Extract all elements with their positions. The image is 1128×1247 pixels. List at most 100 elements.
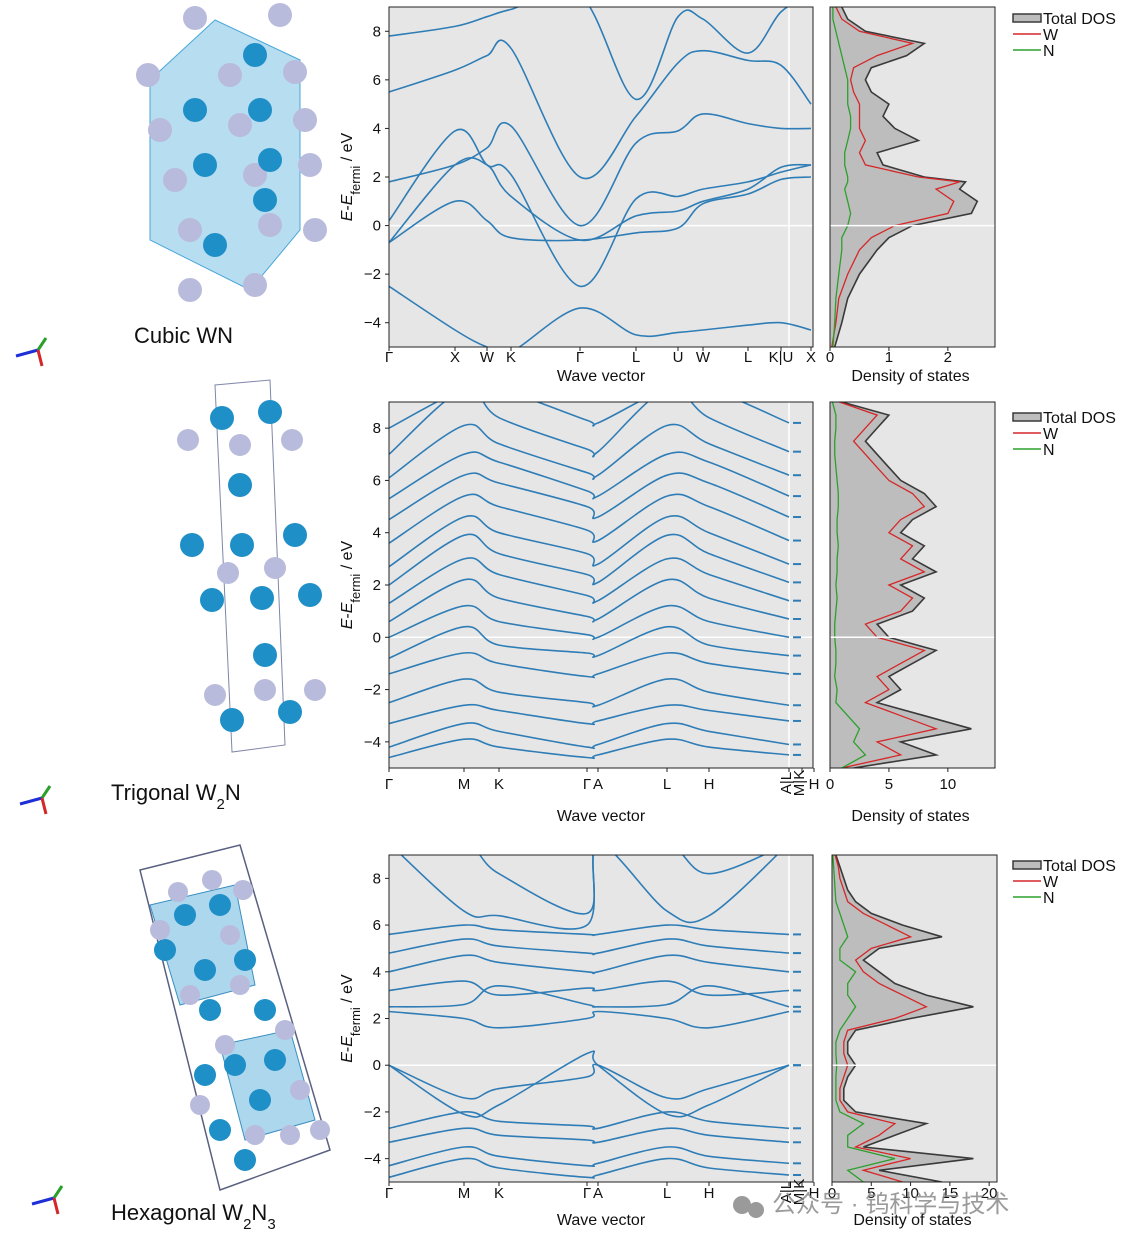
k-point-label: K: [494, 1185, 504, 1202]
k-point-label: A|L: [778, 772, 795, 794]
band-line: [389, 533, 790, 586]
dos-curves: [830, 402, 972, 768]
n-atom: [264, 557, 286, 579]
y-axis-label: E-Efermi / eV: [339, 540, 363, 629]
n-atom: [178, 218, 202, 242]
w-dos-line: [839, 402, 939, 768]
dos-plot: 0 5 10 15 20 Density of states: [828, 854, 998, 1229]
y-tick-label: −2: [364, 266, 381, 283]
total-dos-fill: [830, 7, 978, 347]
n-dos-line: [832, 7, 852, 347]
wechat-icon: [733, 1196, 751, 1214]
band-line: [389, 738, 790, 759]
y-tick-label: −2: [364, 682, 381, 699]
band-line: [389, 515, 790, 568]
panel-row: Hexagonal W2N3 −4 −2 0 2 4 6 8 E-Efermi / eV Γ M K Γ…: [31, 844, 1116, 1233]
band-line: [389, 402, 790, 458]
y-tick-label: 6: [373, 472, 381, 489]
axis-triad-c: [40, 797, 48, 815]
n-atom: [228, 113, 252, 137]
w-atom: [180, 533, 204, 557]
band-line: [478, 855, 766, 915]
y-tick-label: −4: [364, 734, 381, 751]
n-atom: [230, 975, 250, 995]
n-atom: [275, 1020, 295, 1040]
w-atom: [254, 999, 276, 1021]
n-atom: [180, 985, 200, 1005]
dos-plot-frame: [831, 854, 998, 1183]
dos-x-tick-label: 5: [885, 776, 893, 793]
n-atom: [243, 273, 267, 297]
structure-title: Cubic WN: [134, 323, 233, 348]
axis-triad-c: [52, 1197, 60, 1215]
n-atom: [148, 118, 172, 142]
w-atom: [220, 708, 244, 732]
y-tick-label: 0: [373, 218, 381, 235]
unit-cell-outline: [139, 844, 331, 1191]
dos-plot: 0 5 10 Density of states: [826, 401, 996, 825]
y-tick-label: 6: [373, 72, 381, 89]
y-tick-label: −4: [364, 315, 381, 332]
band-line: [389, 451, 790, 500]
polyhedra-shape: [219, 1029, 316, 1141]
w-atom: [203, 233, 227, 257]
axis-triad-a: [19, 796, 43, 806]
k-point-label: X: [806, 349, 816, 366]
w-atom: [298, 583, 322, 607]
watermark: 公众号 · 钨科学与技术: [733, 1191, 1009, 1218]
w-atom: [209, 1119, 231, 1141]
dos-x-tick-label: 0: [826, 776, 834, 793]
k-point-label: W: [696, 349, 711, 366]
band-line: [389, 722, 790, 750]
dos-plot-frame: [829, 6, 996, 348]
wechat-icon: [748, 1202, 764, 1218]
y-tick-label: 8: [373, 420, 381, 437]
n-atom: [168, 882, 188, 902]
band-line: [389, 984, 790, 1008]
dos-curves: [830, 7, 979, 347]
k-point-label: Γ: [583, 1185, 591, 1202]
axis-triad-b: [40, 785, 52, 799]
legend-entry: N: [1043, 442, 1055, 459]
bands: [389, 7, 812, 347]
w-dos-line: [834, 855, 928, 1182]
k-point-label: H: [809, 1185, 820, 1202]
band-line: [389, 1111, 790, 1130]
n-atom: [245, 1125, 265, 1145]
band-line: [389, 493, 790, 544]
w-atom: [230, 533, 254, 557]
n-atom: [204, 684, 226, 706]
band-line: [389, 7, 789, 101]
n-atom: [258, 213, 282, 237]
n-atom: [298, 153, 322, 177]
n-atom: [281, 429, 303, 451]
y-tick-label: 4: [373, 525, 381, 542]
axis-triad-a: [15, 348, 39, 358]
k-point-label: A: [593, 1185, 603, 1202]
w-atom: [253, 188, 277, 212]
n-atom: [243, 163, 267, 187]
band-plot-background: [389, 855, 813, 1182]
w-atom: [253, 643, 277, 667]
n-atom: [268, 3, 292, 27]
band-line: [389, 1127, 790, 1144]
legend-swatch: [1012, 860, 1042, 870]
band-line: [389, 472, 790, 521]
legend-entry: W: [1043, 874, 1059, 891]
w-atom: [193, 153, 217, 177]
k-point-label: L: [744, 349, 752, 366]
axis-triad-b: [52, 1185, 64, 1199]
band-line: [389, 113, 812, 227]
band-plot-background: [389, 7, 813, 347]
band-line: [389, 980, 790, 997]
dos-x-tick-label: 10: [902, 1185, 919, 1202]
legend-swatch: [1012, 412, 1042, 422]
dos-plot-frame: [829, 401, 996, 769]
band-line: [389, 423, 790, 480]
